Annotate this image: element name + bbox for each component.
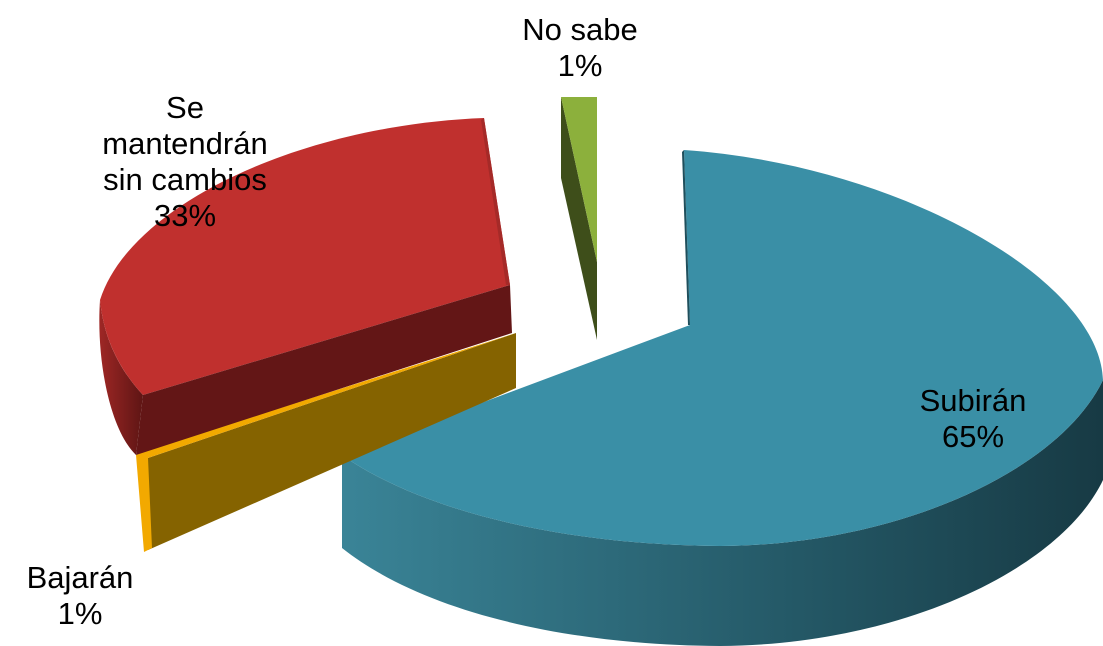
slice-mantendran-outer-side <box>99 300 143 455</box>
slice-nosabe-top <box>561 97 597 262</box>
label-subiran: Subirán 65% <box>898 383 1048 455</box>
slice-mantendran-cut-side <box>136 285 512 455</box>
label-mantendran-line-1: Se <box>166 90 204 125</box>
label-mantendran-line-3: sin cambios <box>103 162 267 197</box>
slice-subiran-inner-edge <box>682 150 690 325</box>
label-subiran-name: Subirán <box>919 383 1027 418</box>
label-bajaran-pct: 1% <box>57 596 103 631</box>
slice-subiran <box>342 150 1103 646</box>
slice-bajaran-side <box>148 333 516 550</box>
slice-mantendran <box>99 118 512 455</box>
label-nosabe: No sabe 1% <box>495 12 665 84</box>
slice-nosabe <box>561 97 597 340</box>
slice-nosabe-side <box>561 97 597 340</box>
label-nosabe-name: No sabe <box>522 12 638 47</box>
label-mantendran-pct: 33% <box>153 198 217 233</box>
slice-subiran-side <box>342 380 1103 646</box>
slice-mantendran-top <box>100 118 510 395</box>
label-mantendran: Se mantendrán sin cambios 33% <box>70 90 300 234</box>
label-bajaran-name: Bajarán <box>26 560 134 595</box>
slice-mantendran-back-edge <box>481 118 510 285</box>
slice-bajaran <box>136 333 516 552</box>
label-mantendran-line-2: mantendrán <box>102 126 268 161</box>
label-subiran-pct: 65% <box>941 419 1005 454</box>
label-nosabe-pct: 1% <box>557 48 603 83</box>
label-bajaran: Bajarán 1% <box>0 560 160 632</box>
slice-subiran-top <box>342 150 1103 546</box>
